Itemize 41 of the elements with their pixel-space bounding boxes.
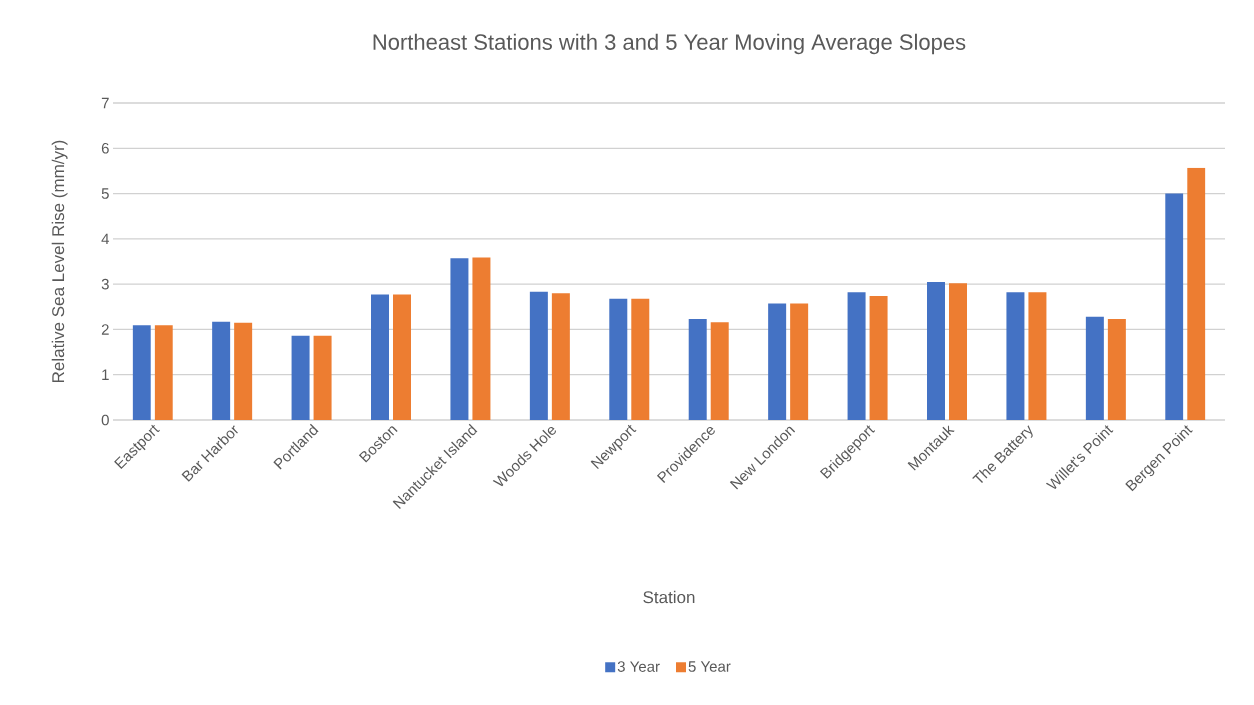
y-tick-label: 7 — [101, 97, 109, 109]
y-tick-label: 3 — [101, 278, 109, 290]
bar — [710, 322, 729, 420]
bar — [371, 294, 389, 420]
bar — [631, 298, 650, 420]
bar — [450, 258, 469, 420]
bar — [927, 281, 945, 420]
bar — [551, 293, 570, 420]
bar — [529, 291, 548, 420]
y-tick-label: 0 — [101, 414, 109, 426]
bar — [949, 283, 967, 420]
chart-title: Northeast Stations with 3 and 5 Year Moving Average Slopes — [373, 33, 966, 55]
bar — [132, 325, 151, 420]
bar — [1028, 292, 1047, 420]
x-axis-title: Station — [643, 590, 695, 604]
y-tick-label: 5 — [101, 188, 109, 199]
bar — [313, 335, 332, 420]
bar — [234, 322, 253, 420]
bar — [790, 303, 809, 420]
bar — [609, 298, 628, 420]
y-axis-title: Relative Sea Level Rise (mm/yr) — [51, 140, 68, 382]
bar — [768, 303, 787, 420]
bar — [1187, 167, 1206, 420]
bar — [472, 257, 491, 420]
y-tick-label: 2 — [101, 324, 109, 335]
bar — [393, 294, 411, 420]
bar — [1107, 319, 1126, 420]
bar — [869, 295, 888, 420]
bar — [154, 325, 173, 420]
bar — [1165, 193, 1184, 420]
y-tick-label: 1 — [102, 369, 109, 380]
bar — [291, 335, 310, 420]
y-tick-label: 6 — [101, 142, 109, 154]
legend-label: 3 Year — [617, 661, 660, 672]
bar — [688, 319, 707, 420]
bar — [1085, 316, 1104, 420]
bar — [212, 321, 231, 420]
bar — [1006, 292, 1025, 420]
legend-label: 5 Year — [688, 661, 731, 672]
y-tick-label: 4 — [101, 233, 110, 245]
bar — [847, 292, 866, 420]
